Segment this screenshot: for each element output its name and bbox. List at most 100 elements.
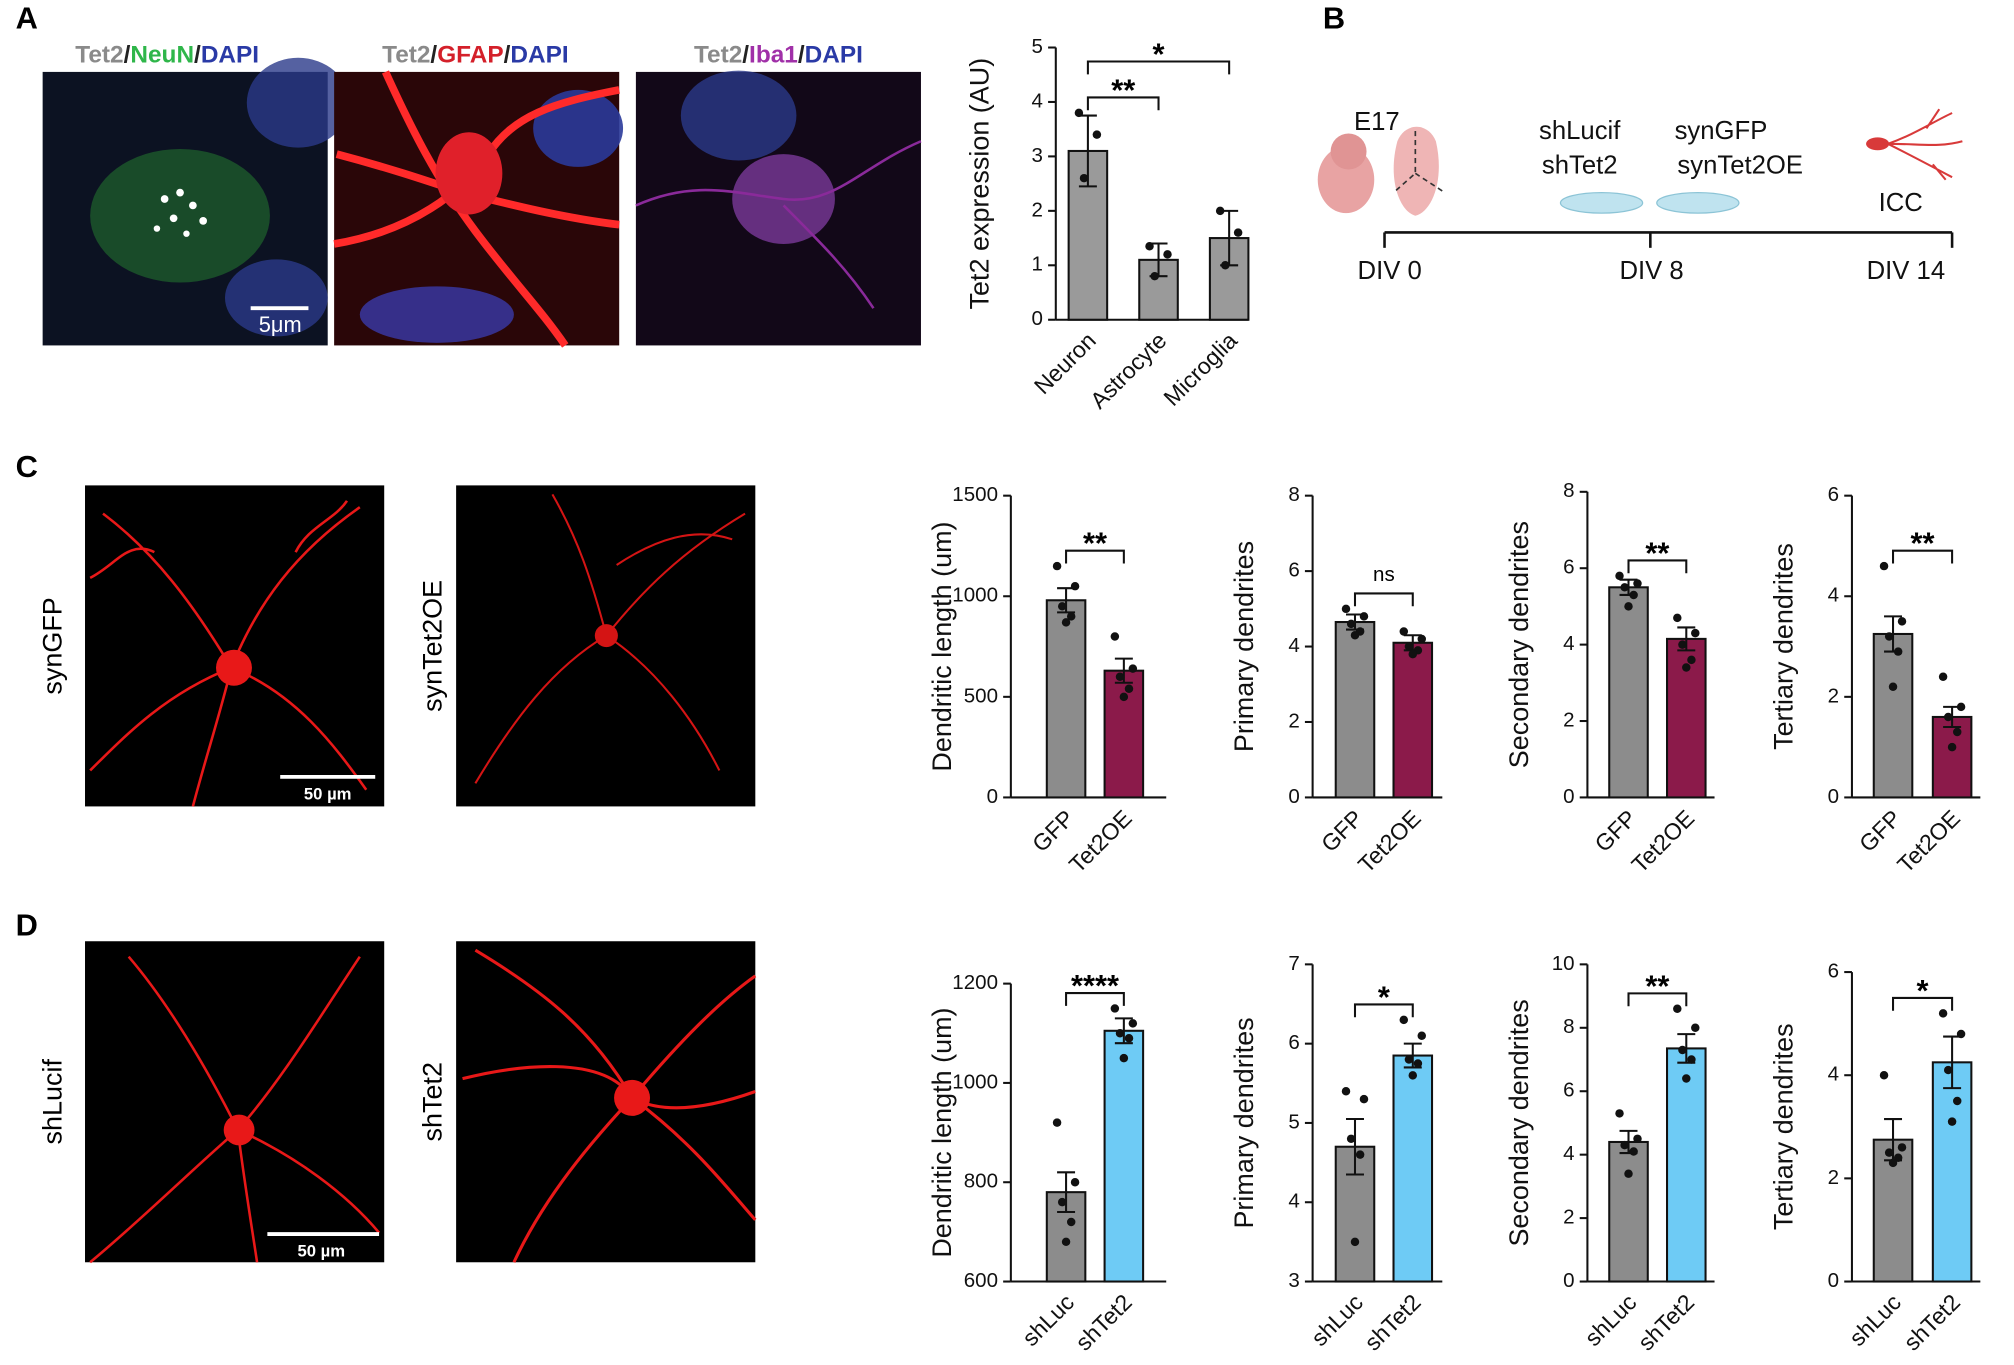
data-point (1128, 1019, 1138, 1028)
error-bar (1346, 1117, 1364, 1176)
x-tick-label: Tet2OE (1892, 805, 1965, 878)
significance-bracket (1086, 60, 1231, 75)
data-point (1052, 561, 1062, 571)
data-point (1884, 1148, 1894, 1157)
y-tick-label: 2 (1828, 684, 1839, 707)
significance-bracket (1353, 592, 1414, 607)
y-tick-label: 2 (1563, 708, 1574, 731)
y-tick-label: 2 (1828, 1166, 1839, 1189)
data-point (1629, 1147, 1638, 1156)
x-tick-label: shTet2 (1633, 1289, 1700, 1356)
bar (1666, 637, 1707, 799)
y-axis-title: Tertiary dendrites (1768, 543, 1798, 750)
stain-label: Tet2/NeuN/DAPI (75, 42, 259, 69)
bar (1103, 669, 1145, 799)
data-point (1682, 1074, 1691, 1083)
data-point (1124, 684, 1134, 694)
data-point (1633, 579, 1642, 588)
data-point (1350, 630, 1360, 640)
significance-label: * (1153, 36, 1165, 71)
significance-label: * (1378, 979, 1390, 1014)
data-point (1687, 1055, 1696, 1064)
data-point (1115, 1029, 1125, 1038)
data-point (1074, 108, 1084, 118)
data-point (1624, 1169, 1633, 1178)
y-tick-label: 1000 (952, 1070, 998, 1093)
y-axis-title: Secondary dendrites (1504, 521, 1534, 768)
data-point (1124, 1034, 1134, 1043)
data-point (1408, 649, 1418, 659)
y-tick-label: 800 (964, 1170, 998, 1193)
significance-label: ** (1911, 526, 1935, 561)
x-tick-label: shTet2 (1359, 1289, 1426, 1356)
y-axis-title: Dendritic length (um) (927, 521, 957, 771)
significance-bracket (1627, 992, 1688, 1007)
data-point (1944, 1065, 1953, 1075)
micrograph (456, 485, 756, 807)
micrograph (635, 70, 922, 346)
y-tick-label: 500 (964, 684, 998, 707)
data-point (1408, 1071, 1418, 1080)
y-tick-label: 8 (1563, 1015, 1574, 1038)
separator: / (798, 42, 805, 69)
error-bar (1114, 1017, 1133, 1045)
data-point (1629, 590, 1638, 600)
y-tick-label: 3 (1032, 144, 1043, 167)
panel-letter: B (1323, 1, 1345, 36)
data-point (1215, 206, 1225, 216)
y-tick-label: 2 (1288, 709, 1299, 732)
y-tick-label: 5 (1288, 1110, 1299, 1133)
stain: Tet2 (382, 42, 430, 69)
data-point (1947, 1117, 1957, 1126)
data-point (1615, 1109, 1624, 1118)
significance-label: ** (1645, 968, 1669, 1003)
y-tick-label: 5 (1032, 35, 1043, 58)
data-point (1417, 634, 1427, 644)
x-tick-label: Tet2OE (1626, 805, 1699, 878)
error-bar (1677, 626, 1696, 652)
bar (1392, 641, 1434, 799)
data-point (1341, 1086, 1351, 1096)
data-point (1417, 1031, 1427, 1040)
data-point (1952, 727, 1962, 737)
data-point (1673, 1004, 1682, 1014)
x-tick-label: GFP (1590, 805, 1642, 857)
data-point (1952, 1096, 1962, 1106)
bar (1931, 715, 1973, 799)
data-point (1620, 1140, 1629, 1150)
y-tick-label: 0 (1563, 1269, 1574, 1292)
data-point (1061, 1237, 1071, 1247)
y-tick-label: 4 (1828, 584, 1839, 607)
separator: / (124, 42, 131, 69)
data-point (1070, 581, 1080, 591)
y-tick-label: 7 (1288, 952, 1299, 975)
stain: DAPI (510, 42, 568, 69)
x-tick-label: Microglia (1158, 327, 1242, 411)
stain: DAPI (201, 42, 259, 69)
timepoint-label: DIV 8 (1620, 257, 1684, 285)
data-point (1947, 742, 1957, 752)
data-point (1399, 627, 1409, 636)
y-axis-title: Primary dendrites (1229, 541, 1259, 752)
data-point (1221, 261, 1230, 270)
data-point (1057, 1197, 1067, 1207)
bar (1334, 620, 1376, 799)
y-axis-title: Dendritic length (um) (927, 1007, 957, 1257)
data-point (1359, 1094, 1369, 1104)
y-tick-label: 4 (1288, 634, 1299, 657)
data-point (1399, 1015, 1409, 1025)
data-point (1066, 612, 1076, 621)
data-point (1404, 1055, 1414, 1064)
diagram-label: shTet2 (1542, 152, 1618, 180)
y-tick-label: 1 (1032, 253, 1043, 276)
y-tick-label: 6 (1288, 1031, 1299, 1054)
y-tick-label: 6 (1563, 1079, 1574, 1102)
stain: GFAP (437, 42, 503, 69)
timeline-diagram (1317, 108, 1963, 248)
data-point (1956, 702, 1966, 712)
data-point (1687, 655, 1696, 665)
significance-bracket (1065, 992, 1125, 1006)
y-tick-label: 0 (987, 785, 998, 808)
bar (1103, 1029, 1145, 1283)
